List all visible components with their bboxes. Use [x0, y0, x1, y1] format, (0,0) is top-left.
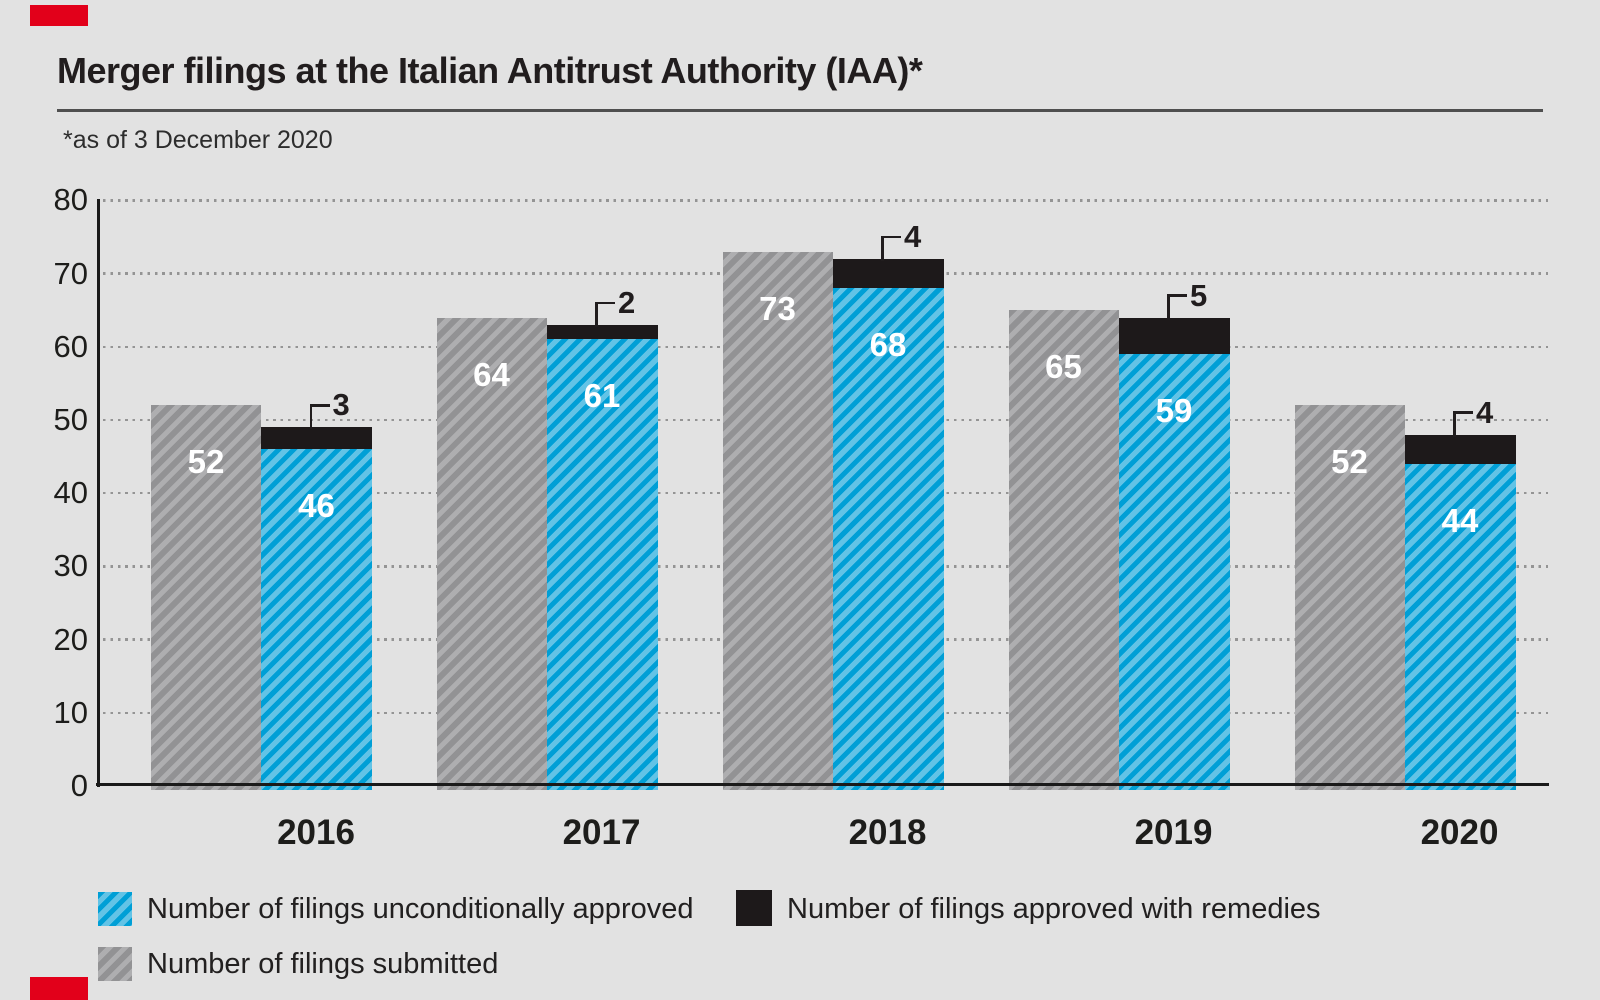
bar-value-unconditionally-approved-2020: 44 [1441, 501, 1479, 539]
red-brand-mark-top [30, 5, 88, 26]
y-axis-label-60: 60 [53, 328, 88, 364]
bar-unconditionally-approved-2020 [1404, 463, 1516, 790]
callout-line-vertical-2018 [881, 236, 884, 261]
bar-approved-with-remedies-2017 [546, 324, 658, 340]
bar-value-submitted-2016: 52 [187, 443, 225, 481]
callout-value-approved-with-remedies-2017: 2 [618, 284, 636, 320]
legend-swatch-submitted [98, 947, 132, 981]
callout-line-horizontal-2017 [595, 301, 615, 305]
chart-title: Merger filings at the Italian Antitrust … [57, 50, 923, 91]
callout-line-vertical-2019 [1167, 295, 1170, 320]
x-axis-label-2018: 2018 [848, 813, 927, 852]
bar-unconditionally-approved-2016 [261, 449, 372, 790]
legend-swatch-unconditionally-approved [98, 892, 132, 926]
x-axis-line [96, 783, 1549, 787]
y-axis-label-30: 30 [53, 548, 88, 584]
x-axis-label-2020: 2020 [1420, 813, 1499, 852]
callout-line-vertical-2020 [1453, 412, 1456, 437]
red-brand-mark-bottom [30, 977, 88, 1000]
callout-value-approved-with-remedies-2020: 4 [1476, 394, 1494, 430]
bar-approved-with-remedies-2018 [832, 258, 944, 289]
bar-value-submitted-2018: 73 [759, 289, 796, 327]
bar-value-unconditionally-approved-2019: 59 [1155, 392, 1193, 430]
y-axis-label-0: 0 [70, 768, 88, 803]
bar-submitted-2019 [1008, 310, 1119, 790]
bar-unconditionally-approved-2018 [832, 288, 944, 790]
bar-unconditionally-approved-2017 [546, 339, 658, 790]
footnote: *as of 3 December 2020 [63, 126, 333, 154]
callout-value-approved-with-remedies-2016: 3 [332, 387, 350, 423]
y-axis-label-50: 50 [53, 402, 88, 437]
title-divider [57, 109, 1543, 112]
bar-submitted-2017 [436, 317, 547, 790]
y-axis-label-80: 80 [53, 182, 88, 218]
callout-line-horizontal-2018 [881, 235, 901, 239]
y-axis-label-70: 70 [53, 255, 88, 291]
bar-submitted-2018 [722, 251, 833, 790]
x-axis-label-2019: 2019 [1134, 813, 1213, 852]
bar-submitted-2020 [1294, 405, 1405, 790]
bar-submitted-2016 [151, 405, 261, 790]
bar-approved-with-remedies-2020 [1404, 434, 1516, 464]
callout-line-horizontal-2020 [1453, 411, 1473, 414]
bar-approved-with-remedies-2016 [261, 427, 372, 450]
y-axis-line [97, 199, 100, 787]
bar-value-unconditionally-approved-2018: 68 [869, 326, 907, 364]
callout-line-horizontal-2016 [309, 404, 330, 407]
legend-label-submitted: Number of filings submitted [147, 948, 499, 980]
x-axis-label-2017: 2017 [562, 813, 641, 852]
callout-line-vertical-2017 [595, 302, 598, 327]
bar-value-submitted-2020: 52 [1331, 443, 1368, 481]
bar-value-submitted-2017: 64 [473, 355, 510, 393]
callout-line-vertical-2016 [309, 405, 313, 430]
y-axis-label-40: 40 [53, 475, 88, 511]
callout-value-approved-with-remedies-2019: 5 [1190, 277, 1208, 313]
y-axis-label-20: 20 [53, 621, 88, 657]
legend-label-approved-with-remedies: Number of filings approved with remedies [787, 893, 1321, 925]
callout-value-approved-with-remedies-2018: 4 [904, 218, 922, 254]
y-axis-label-10: 10 [53, 694, 88, 730]
bar-value-unconditionally-approved-2017: 61 [583, 377, 621, 415]
legend-label-unconditionally-approved: Number of filings unconditionally approv… [147, 893, 694, 925]
callout-line-horizontal-2019 [1167, 294, 1187, 297]
gridline-80 [103, 199, 1548, 202]
bar-approved-with-remedies-2019 [1118, 317, 1230, 355]
bar-value-submitted-2019: 65 [1045, 348, 1082, 386]
x-axis-label-2016: 2016 [277, 813, 355, 852]
bar-unconditionally-approved-2019 [1118, 354, 1230, 790]
legend-swatch-approved-with-remedies [736, 890, 772, 926]
bar-value-unconditionally-approved-2016: 46 [298, 487, 335, 525]
